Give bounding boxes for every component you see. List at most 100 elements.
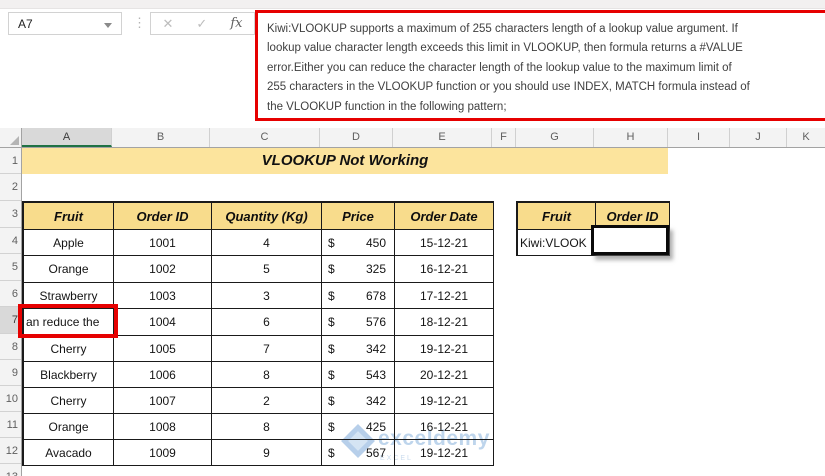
- cell-A9[interactable]: Blackberry: [24, 362, 114, 388]
- cell-D6[interactable]: $678: [322, 283, 395, 309]
- cell-D9[interactable]: $543: [322, 362, 395, 388]
- name-box[interactable]: A7: [8, 12, 122, 35]
- row-header-10[interactable]: 10: [0, 386, 21, 412]
- cell-A5[interactable]: Orange: [24, 256, 114, 283]
- cell-C5[interactable]: 5: [212, 256, 322, 283]
- column-header-K[interactable]: K: [802, 131, 810, 143]
- cell-C6[interactable]: 3: [212, 283, 322, 309]
- cell-E10[interactable]: 19-12-21: [395, 388, 494, 414]
- row-header-column: 1 2 3 4 5 6 7 8 9 10 11 12 13: [0, 148, 22, 476]
- row-header-5[interactable]: 5: [0, 254, 21, 281]
- cell-E8[interactable]: 19-12-21: [395, 336, 494, 362]
- cell-B8[interactable]: 1005: [114, 336, 212, 362]
- row-header-13[interactable]: 13: [0, 464, 21, 476]
- cell-B11[interactable]: 1008: [114, 414, 212, 440]
- cell-B4[interactable]: 1001: [114, 230, 212, 256]
- active-cell-outline-H4[interactable]: [591, 225, 669, 255]
- cell-D5[interactable]: $325: [322, 256, 395, 283]
- formula-text-line: the VLOOKUP function in the following pa…: [267, 100, 507, 113]
- row-header-11[interactable]: 11: [0, 412, 21, 438]
- currency-symbol: $: [328, 445, 335, 460]
- column-header-I[interactable]: I: [668, 128, 730, 147]
- cell-D4[interactable]: $450: [322, 230, 395, 256]
- column-header-C[interactable]: C: [210, 128, 320, 147]
- watermark-subtext: EXCEL: [380, 455, 413, 462]
- cell-A8[interactable]: Cherry: [24, 336, 114, 362]
- column-header-J[interactable]: J: [730, 128, 787, 147]
- price-value: 450: [365, 235, 386, 250]
- cell-E9[interactable]: 20-12-21: [395, 362, 494, 388]
- formula-text-line: 255 characters in the VLOOKUP function o…: [267, 81, 750, 94]
- table-header-order-id[interactable]: Order ID: [114, 203, 212, 230]
- select-all-triangle-icon: [10, 136, 19, 145]
- table-header-quantity[interactable]: Quantity (Kg): [212, 203, 322, 230]
- row-header-2[interactable]: 2: [0, 174, 21, 201]
- cell-C7[interactable]: 6: [212, 309, 322, 336]
- cell-E7[interactable]: 18-12-21: [395, 309, 494, 336]
- cell-A6[interactable]: Strawberry: [24, 283, 114, 309]
- table-header-order-date[interactable]: Order Date: [395, 203, 494, 230]
- column-header-A[interactable]: A: [22, 128, 112, 147]
- cell-B12[interactable]: 1009: [114, 440, 212, 466]
- cell-B5[interactable]: 1002: [114, 256, 212, 283]
- column-header-B[interactable]: B: [112, 128, 210, 147]
- cell-A4[interactable]: Apple: [24, 230, 114, 256]
- column-header-E[interactable]: E: [393, 128, 492, 147]
- cell-B6[interactable]: 1003: [114, 283, 212, 309]
- cell-C8[interactable]: 7: [212, 336, 322, 362]
- cell-D12[interactable]: $567: [322, 440, 395, 466]
- cell-D7[interactable]: $576: [322, 309, 395, 336]
- row-header-12[interactable]: 12: [0, 438, 21, 464]
- cell-E5[interactable]: 16-12-21: [395, 256, 494, 283]
- currency-symbol: $: [328, 235, 335, 250]
- cell-A10[interactable]: Cherry: [24, 388, 114, 414]
- fx-icon[interactable]: fx: [230, 16, 243, 31]
- column-header-H[interactable]: H: [594, 128, 668, 147]
- cell-B9[interactable]: 1006: [114, 362, 212, 388]
- name-box-dropdown-icon[interactable]: [104, 23, 112, 28]
- row-header-7[interactable]: 7: [0, 307, 21, 334]
- ribbon-bottom-strip: [0, 0, 825, 9]
- sheet-title-banner[interactable]: VLOOKUP Not Working: [22, 148, 668, 174]
- annotation-red-box-A7: [18, 304, 118, 338]
- cell-B7[interactable]: 1004: [114, 309, 212, 336]
- cell-E4[interactable]: 15-12-21: [395, 230, 494, 256]
- cell-C4[interactable]: 4: [212, 230, 322, 256]
- separator-dots-icon: ⋮: [133, 15, 146, 30]
- formula-bar-input[interactable]: Kiwi:VLOOKUP supports a maximum of 255 c…: [255, 10, 825, 121]
- cell-E6[interactable]: 17-12-21: [395, 283, 494, 309]
- row-header-9[interactable]: 9: [0, 360, 21, 386]
- cell-C9[interactable]: 8: [212, 362, 322, 388]
- row-header-1[interactable]: 1: [0, 148, 21, 174]
- cell-D8[interactable]: $342: [322, 336, 395, 362]
- row-header-8[interactable]: 8: [0, 334, 21, 360]
- cell-A11[interactable]: Orange: [24, 414, 114, 440]
- cell-D11[interactable]: $425: [322, 414, 395, 440]
- table-header-fruit[interactable]: Fruit: [24, 203, 114, 230]
- cell-C11[interactable]: 8: [212, 414, 322, 440]
- lookup-header-fruit[interactable]: Fruit: [518, 203, 596, 230]
- row-header-3[interactable]: 3: [0, 201, 21, 228]
- cell-D10[interactable]: $342: [322, 388, 395, 414]
- cell-H4[interactable]: [596, 230, 670, 256]
- cell-C12[interactable]: 9: [212, 440, 322, 466]
- price-value: 342: [365, 341, 386, 356]
- cancel-icon[interactable]: ✕: [162, 15, 174, 31]
- price-value: 567: [365, 445, 386, 460]
- column-header-G[interactable]: G: [516, 128, 594, 147]
- select-all-corner[interactable]: [0, 128, 22, 147]
- cell-E11[interactable]: 16-12-21: [395, 414, 494, 440]
- row-header-6[interactable]: 6: [0, 281, 21, 307]
- column-header-D[interactable]: D: [320, 128, 393, 147]
- row-header-4[interactable]: 4: [0, 228, 21, 254]
- cell-A12[interactable]: Avacado: [24, 440, 114, 466]
- column-header-F[interactable]: F: [492, 128, 516, 147]
- cell-E12[interactable]: 19-12-21: [395, 440, 494, 466]
- confirm-icon[interactable]: ✓: [196, 15, 208, 31]
- table-header-price[interactable]: Price: [322, 203, 395, 230]
- cell-B10[interactable]: 1007: [114, 388, 212, 414]
- cell-G4-lookup-value[interactable]: Kiwi:VLOOK: [518, 230, 596, 256]
- formula-text-line: error.Either you can reduce the characte…: [267, 61, 732, 74]
- cell-C10[interactable]: 2: [212, 388, 322, 414]
